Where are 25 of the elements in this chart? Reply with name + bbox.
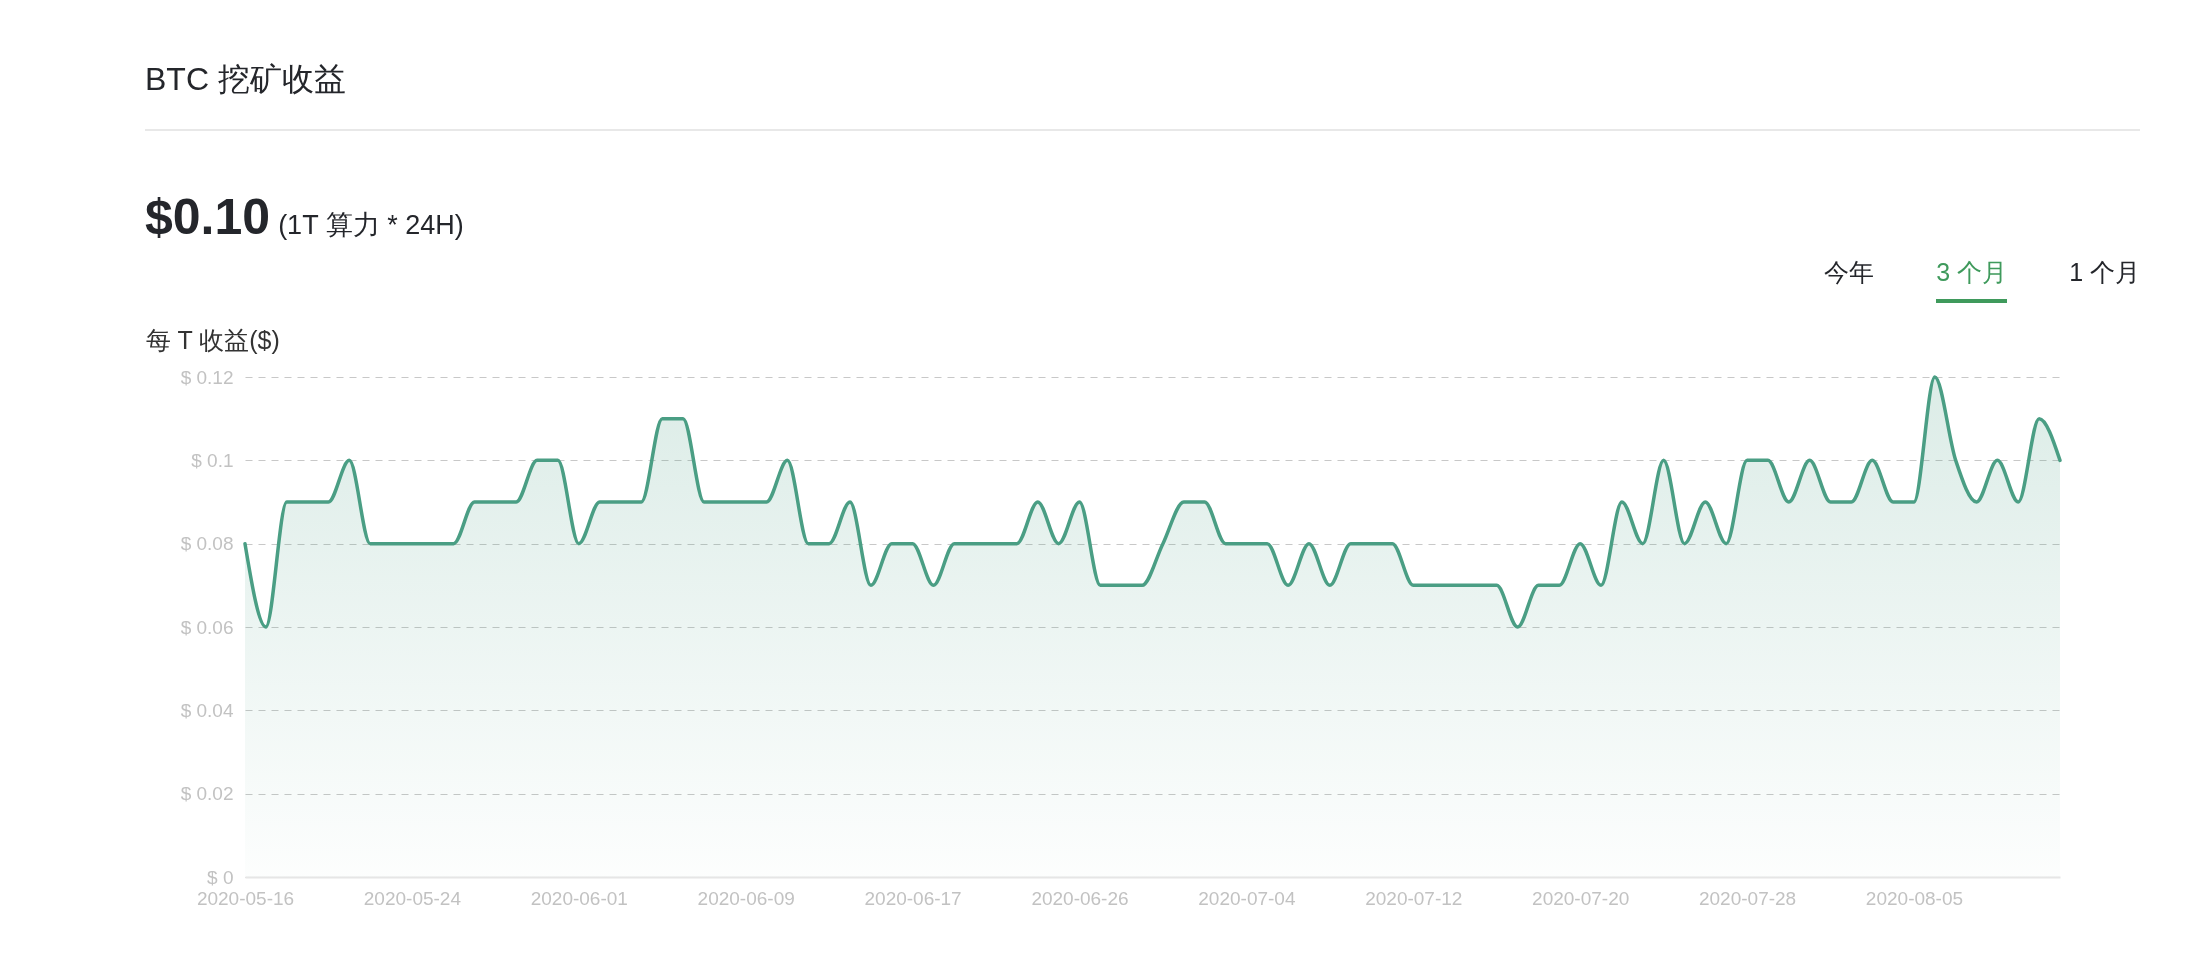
x-tick-label: 2020-06-09 [697, 887, 795, 909]
text: $0.10 [145, 189, 271, 245]
y-tick-label: $ 0 [207, 866, 234, 888]
x-tick-label: 2020-07-28 [1698, 887, 1797, 909]
y-tick-label: $ 0.12 [180, 366, 234, 388]
y-axis-title: 每 T 收益($) [145, 325, 280, 354]
x-tick-label: 2020-08-05 [1865, 887, 1964, 909]
y-tick-label: $ 0.1 [191, 449, 234, 471]
text: (1T 算力 * 24H) [278, 210, 464, 240]
x-tick-label: 2020-07-20 [1532, 887, 1630, 909]
x-tick-label: 2020-05-16 [196, 887, 295, 909]
text: 今年 [1824, 257, 1875, 288]
x-tick-label: 2020-07-04 [1198, 887, 1296, 909]
y-tick-label: $ 0.08 [180, 533, 234, 555]
x-tick-label: 2020-06-01 [530, 887, 628, 909]
x-tick-label: 2020-05-24 [363, 887, 462, 909]
x-tick-label: 2020-07-12 [1365, 887, 1463, 909]
text: 1 个月 [2069, 257, 2140, 288]
x-tick-label: 2020-06-17 [864, 887, 962, 909]
chart-title: BTC 挖矿收益 [145, 60, 346, 99]
y-tick-label: $ 0.02 [180, 783, 234, 805]
y-tick-label: $ 0.04 [180, 699, 234, 721]
text: 3 个月 [1936, 256, 2008, 303]
x-tick-label: 2020-06-26 [1031, 887, 1129, 909]
y-tick-label: $ 0.06 [180, 616, 234, 638]
